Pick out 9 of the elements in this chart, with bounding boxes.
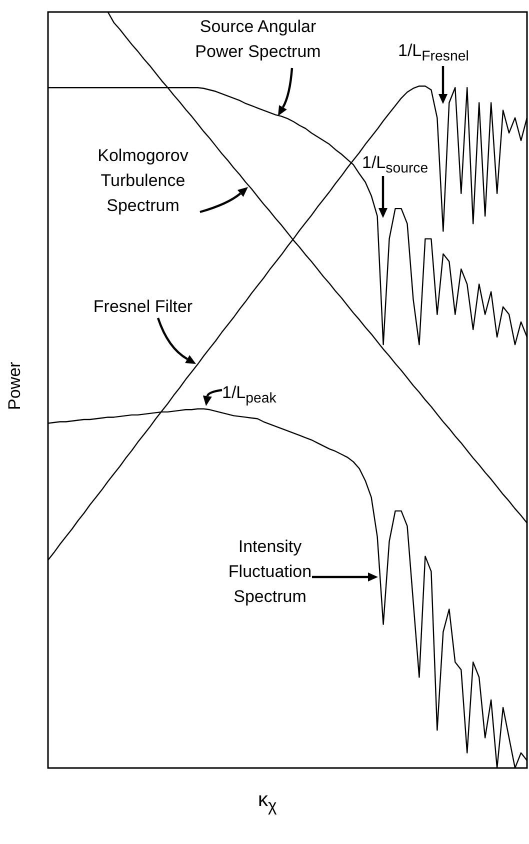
annotation: 1/L$_{peak}$ (222, 382, 276, 408)
y-axis-title: Power (4, 362, 25, 410)
annotation: 1/L$_{source}$ (362, 152, 428, 178)
series-label: Source Angular Power Spectrum (194, 16, 322, 63)
series-label: Kolmogorov Turbulence Spectrum (96, 145, 190, 217)
legend-label: Intensity Fluctuation Spectrum (227, 536, 313, 608)
series-label: Fresnel Filter (92, 296, 194, 318)
annotation: 1/L$_{Fresnel}$ (398, 40, 469, 66)
x-axis-title: κ$_{χ}$ (258, 788, 277, 817)
